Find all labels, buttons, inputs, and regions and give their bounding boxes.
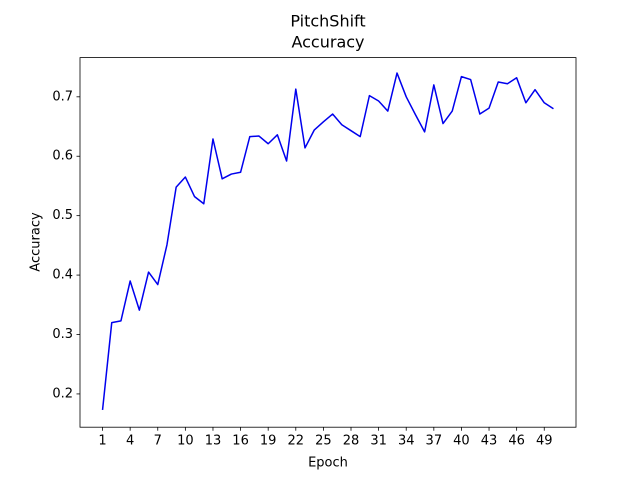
y-tick-label: 0.4 [52,268,73,283]
x-tick-label: 22 [288,434,305,449]
x-tick-label: 7 [154,434,162,449]
y-tick-label: 0.7 [52,89,73,104]
x-tick-label: 16 [232,434,249,449]
chart-subtitle: Accuracy [291,33,364,52]
y-tick-label: 0.3 [52,327,73,342]
x-tick-label: 34 [398,434,415,449]
y-axis-label: Accuracy [29,212,44,272]
plot-frame [79,57,577,428]
x-tick-label: 25 [315,434,332,449]
x-tick-label: 40 [453,434,470,449]
x-tick-label: 13 [205,434,222,449]
x-tick-label: 46 [508,434,525,449]
x-tick-label: 4 [126,434,134,449]
y-tick-label: 0.6 [52,149,73,164]
x-tick-label: 31 [370,434,387,449]
y-tick-label: 0.2 [52,386,73,401]
x-tick-label: 19 [260,434,277,449]
x-tick-label: 10 [177,434,194,449]
x-tick-label: 37 [426,434,443,449]
line-series [101,72,554,411]
x-axis-label: Epoch [308,456,348,471]
x-tick-label: 28 [343,434,360,449]
x-tick-label: 49 [536,434,553,449]
x-tick-label: 43 [481,434,498,449]
x-tick-label: 1 [98,434,106,449]
y-tick-label: 0.5 [52,208,73,223]
chart-title: PitchShift [290,12,365,31]
